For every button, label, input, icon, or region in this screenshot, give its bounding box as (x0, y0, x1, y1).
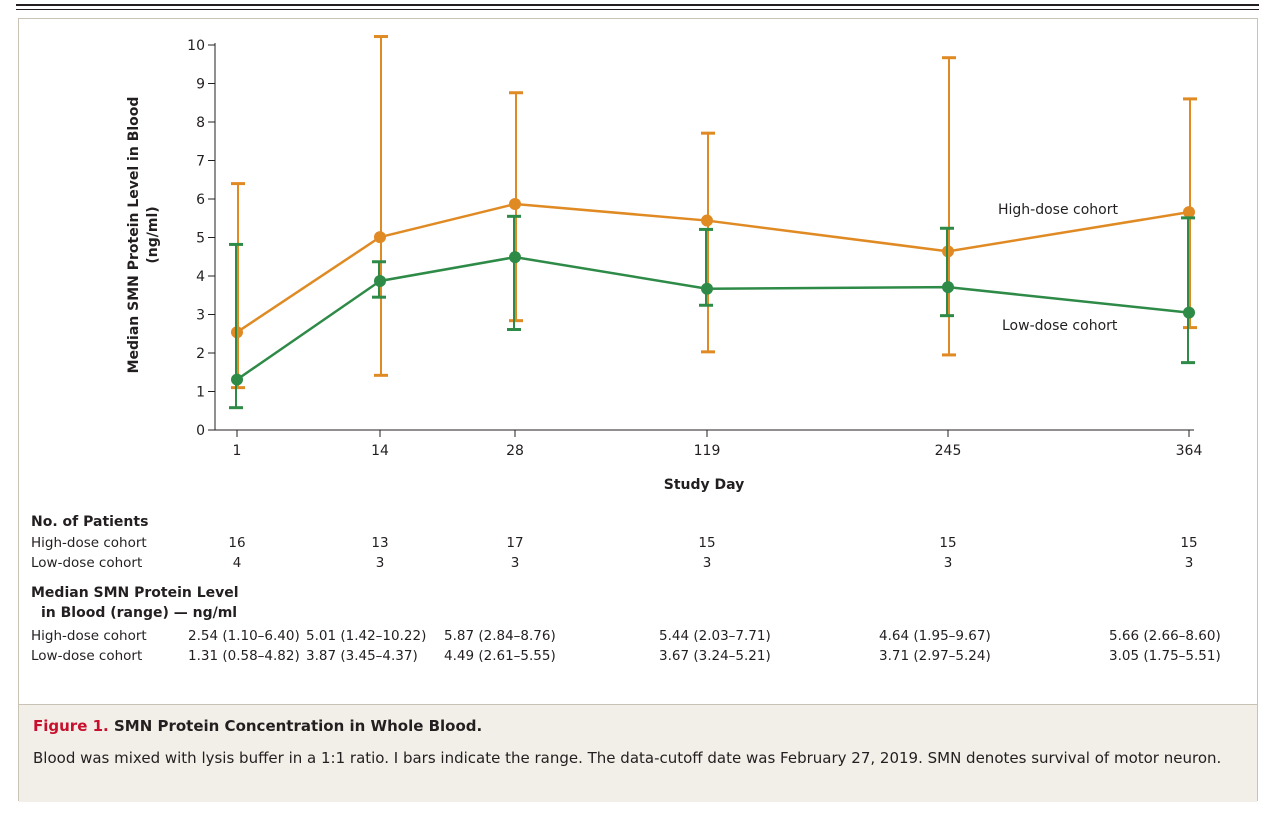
patients-cell: 15 (698, 535, 715, 551)
patients-cell: 16 (228, 535, 245, 551)
median-table-heading: Median SMN Protein Level (31, 585, 239, 601)
caption-body: Blood was mixed with lysis buffer in a 1… (33, 749, 1222, 767)
patients-cell: 17 (506, 535, 523, 551)
y-tick-label: 3 (196, 308, 205, 324)
x-tick-label: 28 (506, 443, 524, 459)
top-rule-thick (16, 4, 1259, 6)
median-cell: 5.44 (2.03–7.71) (659, 628, 771, 644)
patients-cell: 3 (511, 555, 520, 571)
data-point-low-dose (231, 373, 243, 386)
patients-cell: 3 (703, 555, 712, 571)
median-cell: 4.64 (1.95–9.67) (879, 628, 991, 644)
figure-title: SMN Protein Concentration in Whole Blood… (113, 717, 483, 735)
patients-cell: 15 (939, 535, 956, 551)
x-tick-label: 1 (233, 443, 242, 459)
y-tick-label: 7 (196, 154, 205, 170)
figure-frame: 0 1 2 3 4 5 6 7 8 9 10 1 14 28 119 245 364 Median SMN P… (18, 18, 1258, 802)
y-tick-label: 0 (196, 423, 205, 439)
x-tick-label: 14 (371, 443, 389, 459)
median-table: High-dose cohort 2.54 (1.10–6.40) 5.01 (1.… (31, 628, 1221, 664)
patients-table: High-dose cohort 16 13 17 15 15 15 Low-dose coh… (31, 535, 1198, 571)
median-cell: 5.01 (1.42–10.22) (306, 628, 426, 644)
series-low-dose (229, 214, 1195, 410)
data-point-low-dose (509, 251, 521, 264)
data-point-low-dose (942, 281, 954, 294)
x-tick-label: 364 (1176, 443, 1203, 459)
median-cell: 5.87 (2.84–8.76) (444, 628, 556, 644)
y-axis: 0 1 2 3 4 5 6 7 8 9 10 (187, 38, 216, 439)
median-row-label: Low-dose cohort (31, 648, 142, 664)
x-tick-label: 119 (694, 443, 721, 459)
patients-cell: 3 (376, 555, 385, 571)
top-rule-thin (16, 9, 1259, 10)
median-table-heading-line2: in Blood (range) — ng/ml (41, 605, 237, 621)
data-point-low-dose (701, 282, 713, 295)
data-point-high-dose (701, 214, 713, 227)
series-line-high-dose (236, 202, 1190, 334)
caption-box: Figure 1. SMN Protein Concentration in W… (19, 704, 1257, 802)
median-cell: 4.49 (2.61–5.55) (444, 648, 556, 664)
median-cell: 3.05 (1.75–5.51) (1109, 648, 1221, 664)
patients-table-heading: No. of Patients (31, 514, 148, 530)
patients-cell: 3 (944, 555, 953, 571)
data-point-high-dose (374, 231, 386, 244)
y-tick-label: 10 (187, 38, 205, 54)
y-tick-label: 5 (196, 231, 205, 247)
median-cell: 1.31 (0.58–4.82) (188, 648, 300, 664)
y-tick-label: 4 (196, 269, 205, 285)
caption-title: Figure 1. SMN Protein Concentration in W… (33, 717, 482, 735)
y-tick-label: 1 (196, 385, 205, 401)
patients-cell: 13 (371, 535, 388, 551)
data-point-high-dose (1183, 206, 1195, 219)
patients-cell: 4 (233, 555, 242, 571)
y-tick-label: 6 (196, 192, 205, 208)
median-cell: 3.71 (2.97–5.24) (879, 648, 991, 664)
patients-row-label: Low-dose cohort (31, 555, 142, 571)
chart: 0 1 2 3 4 5 6 7 8 9 10 1 14 28 119 245 364 Median SMN P… (31, 35, 1221, 664)
x-tick-label: 245 (935, 443, 962, 459)
data-point-low-dose (374, 275, 386, 288)
y-axis-title-unit: (ng/ml) (145, 206, 161, 263)
patients-cell: 15 (1180, 535, 1197, 551)
series-label-high-dose: High-dose cohort (998, 202, 1118, 218)
series-line-low-dose (236, 255, 1190, 381)
data-point-high-dose (509, 198, 521, 211)
x-axis-title: Study Day (664, 477, 745, 493)
median-cell: 3.87 (3.45–4.37) (306, 648, 418, 664)
y-tick-label: 8 (196, 115, 205, 131)
median-cell: 2.54 (1.10–6.40) (188, 628, 300, 644)
median-row-label: High-dose cohort (31, 628, 147, 644)
median-cell: 3.67 (3.24–5.21) (659, 648, 771, 664)
figure-label: Figure 1. (33, 717, 109, 735)
data-point-low-dose (1183, 306, 1195, 319)
y-tick-label: 2 (196, 346, 205, 362)
y-tick-label: 9 (196, 77, 205, 93)
series-layer (229, 35, 1197, 410)
series-label-low-dose: Low-dose cohort (1002, 318, 1118, 334)
y-axis-title: Median SMN Protein Level in Blood (126, 97, 142, 374)
patients-cell: 3 (1185, 555, 1194, 571)
x-axis: 1 14 28 119 245 364 (215, 429, 1203, 459)
patients-row-label: High-dose cohort (31, 535, 147, 551)
median-cell: 5.66 (2.66–8.60) (1109, 628, 1221, 644)
